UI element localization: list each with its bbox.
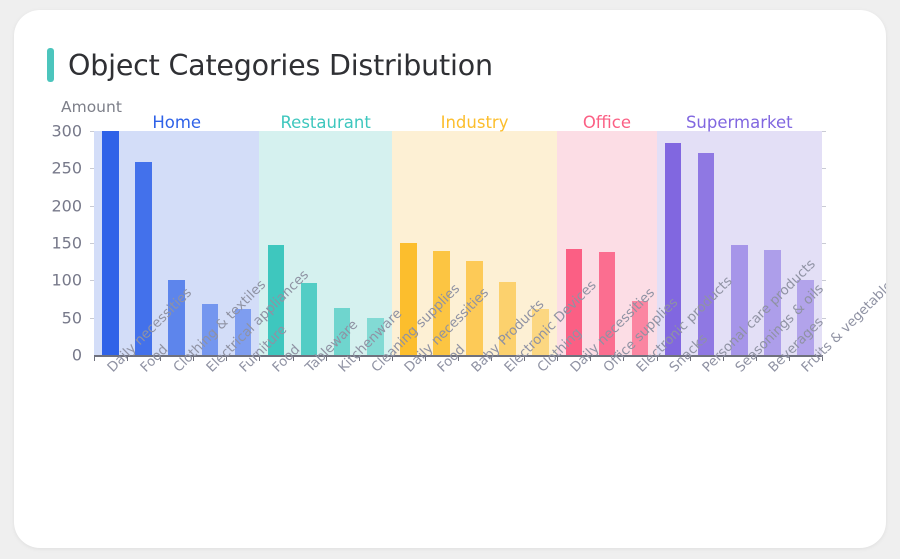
- bar[interactable]: [234, 308, 252, 355]
- x-tick: [325, 355, 327, 361]
- x-tick: [689, 355, 691, 361]
- x-tick: [755, 355, 757, 361]
- x-tick: [127, 355, 129, 361]
- x-tick: [623, 355, 625, 361]
- chart-title-row: Object Categories Distribution: [47, 48, 493, 82]
- x-tick: [656, 355, 658, 361]
- x-tick: [358, 355, 360, 361]
- bar[interactable]: [201, 304, 219, 355]
- y-tick-label: 50: [61, 308, 82, 328]
- bar[interactable]: [565, 248, 583, 355]
- group-label-industry: Industry: [440, 113, 509, 132]
- bar[interactable]: [102, 131, 119, 355]
- bar[interactable]: [333, 307, 351, 355]
- y-grid-tick: [822, 280, 826, 282]
- chart-plot-area: Amount 0 50 100 150 200 250 300 Home Restaurant…: [14, 10, 886, 548]
- bar[interactable]: [532, 308, 549, 355]
- bar[interactable]: [664, 142, 682, 355]
- x-tick: [424, 355, 426, 361]
- bar[interactable]: [400, 243, 417, 355]
- y-grid-tick: [90, 280, 94, 282]
- group-label-home: Home: [152, 113, 202, 132]
- y-tick-label: 250: [51, 158, 82, 178]
- bar[interactable]: [631, 300, 649, 355]
- bar[interactable]: [731, 244, 748, 355]
- y-grid-tick: [90, 243, 94, 244]
- bar[interactable]: [598, 251, 616, 355]
- group-label-supermarket: Supermarket: [685, 113, 793, 132]
- bar[interactable]: [300, 283, 318, 355]
- y-grid-tick: [822, 243, 826, 244]
- x-tick: [160, 355, 162, 361]
- x-tick: [722, 355, 724, 361]
- x-tick: [458, 355, 459, 361]
- bar[interactable]: [367, 318, 384, 355]
- x-tick: [391, 355, 393, 361]
- group-label-restaurant: Restaurant: [280, 113, 371, 132]
- x-tick: [292, 355, 294, 361]
- bar[interactable]: [764, 250, 781, 355]
- bar[interactable]: [697, 153, 715, 355]
- y-tick-label: 0: [71, 345, 82, 365]
- y-grid-tick: [90, 317, 94, 319]
- title-accent-bar: [47, 48, 54, 82]
- y-tick-label: 200: [51, 196, 82, 216]
- x-tick: [590, 355, 592, 361]
- x-tick: [259, 355, 261, 361]
- y-grid-tick: [822, 205, 826, 207]
- y-tick-label: 300: [51, 121, 82, 141]
- y-grid-tick: [822, 131, 826, 132]
- page-title: Object Categories Distribution: [68, 48, 493, 82]
- bar[interactable]: [168, 279, 185, 355]
- x-tick: [788, 355, 790, 361]
- bar[interactable]: [433, 251, 450, 355]
- y-axis-ticks: 0 50 100 150 200 250 300: [32, 10, 82, 548]
- y-grid-tick: [822, 317, 826, 319]
- x-tick: [94, 355, 95, 361]
- bar[interactable]: [797, 280, 814, 355]
- chart-card: Object Categories Distribution Amount 0 5…: [14, 10, 886, 548]
- y-grid-tick: [822, 168, 826, 170]
- bar[interactable]: [135, 162, 152, 355]
- x-tick: [524, 355, 526, 361]
- group-label-office: Office: [582, 113, 631, 132]
- x-tick: [822, 355, 823, 361]
- x-tick: [491, 355, 493, 361]
- y-axis-title: Amount: [61, 98, 122, 116]
- x-tick: [193, 355, 195, 361]
- x-tick: [226, 355, 228, 361]
- x-tick: [557, 355, 559, 361]
- y-grid-tick: [90, 131, 94, 132]
- bar[interactable]: [499, 281, 516, 355]
- y-tick-label: 150: [51, 233, 82, 253]
- y-grid-tick: [90, 205, 94, 207]
- bar[interactable]: [466, 260, 483, 355]
- bar[interactable]: [267, 244, 285, 355]
- y-grid-tick: [90, 168, 94, 170]
- y-tick-label: 100: [51, 270, 82, 290]
